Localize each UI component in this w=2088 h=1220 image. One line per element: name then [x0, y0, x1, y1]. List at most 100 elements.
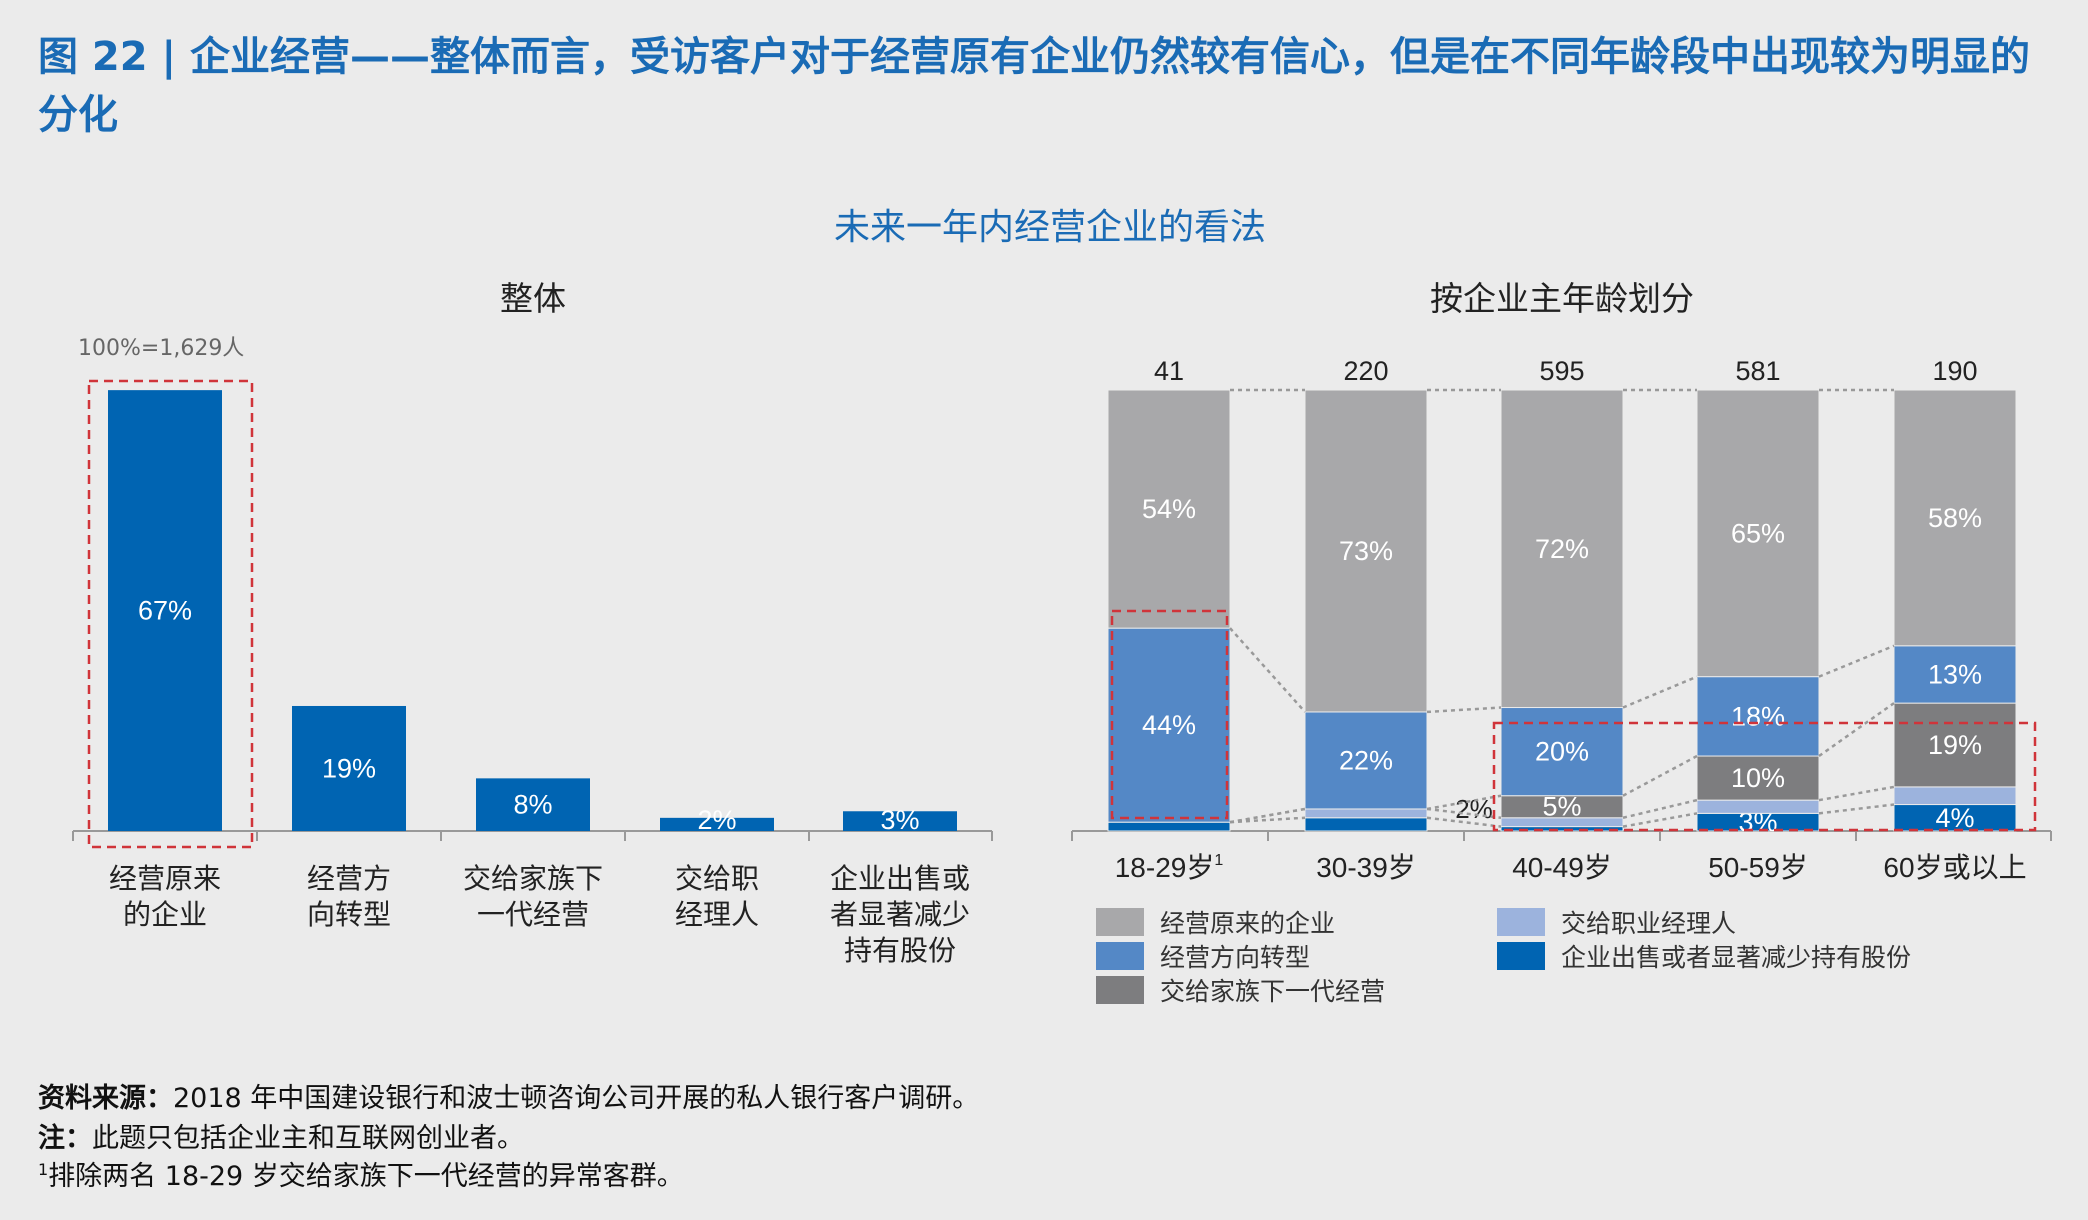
bar-5	[843, 811, 957, 831]
segment-label-outside: 2%	[1455, 794, 1493, 824]
segment-交给职业经理人	[1304, 808, 1428, 819]
segment-企业出售或者显著减少持有股份	[1893, 804, 2017, 832]
segment-label: 18%	[1731, 701, 1785, 731]
segment-label: 5%	[1542, 792, 1581, 822]
connector-line	[1622, 675, 1698, 709]
segment-label: 44%	[1142, 710, 1196, 740]
footnote-text: 排除两名 18-29 岁交给家族下一代经营的异常客群。	[48, 1161, 684, 1192]
segment-label: 20%	[1535, 737, 1589, 767]
category-label: 经营方	[307, 863, 391, 894]
segment-label: 54%	[1142, 494, 1196, 524]
figure-title: 图 22 | 企业经营——整体而言，受访客户对于经营原有企业仍然较有信心，但是在…	[38, 34, 2031, 138]
legend-item: 交给家族下一代经营	[1096, 972, 1385, 1008]
highlight-box-young	[1110, 609, 1229, 820]
category-label: 50-59岁	[1708, 852, 1808, 883]
category-label: 者显著减少	[830, 899, 970, 930]
segment-经营方向转型	[1107, 627, 1231, 823]
connector-line	[1622, 798, 1698, 819]
segment-交给职业经理人	[1696, 799, 1820, 814]
legend-swatch	[1096, 908, 1144, 936]
legend-label: 经营原来的企业	[1160, 909, 1336, 938]
segment-label: 65%	[1731, 518, 1785, 548]
legend-label: 交给家族下一代经营	[1160, 977, 1386, 1006]
segment-label: 19%	[1928, 730, 1982, 760]
legend-label: 交给职业经理人	[1561, 909, 1737, 938]
category-label: 一代经营	[477, 899, 589, 930]
chart-subtitle: 未来一年内经营企业的看法	[833, 207, 1266, 248]
bar-3	[476, 778, 590, 831]
highlight-box-older	[1492, 721, 2037, 832]
note-line: 注：此题只包括企业主和互联网创业者。	[38, 1116, 524, 1155]
segment-交给家族下一代经营	[1893, 702, 2017, 788]
overall-panel-title: 整体	[500, 279, 566, 318]
segment-交给家族下一代经营	[1696, 755, 1820, 801]
segment-label: 73%	[1339, 536, 1393, 566]
category-label: 交给职	[675, 863, 759, 894]
bar-1	[108, 390, 222, 831]
bar-label: 19%	[322, 753, 376, 783]
note-label: 注：	[38, 1123, 92, 1154]
legend-swatch	[1497, 908, 1545, 936]
note-text: 此题只包括企业主和互联网创业者。	[92, 1123, 524, 1154]
segment-经营原来的企业	[1500, 389, 1624, 709]
segment-交给职业经理人	[1893, 786, 2017, 806]
segment-企业出售或者显著减少持有股份	[1107, 821, 1231, 832]
footnote-mark: 1	[1214, 852, 1223, 869]
legend-swatch	[1096, 976, 1144, 1004]
category-label: 企业出售或	[830, 863, 970, 894]
segment-经营方向转型	[1696, 676, 1820, 757]
total-label: 220	[1343, 356, 1388, 386]
legend-label: 经营方向转型	[1160, 943, 1311, 972]
segment-label: 4%	[1935, 803, 1974, 833]
category-label: 经营原来	[109, 863, 221, 894]
total-label: 595	[1539, 356, 1584, 386]
total-label: 581	[1735, 356, 1780, 386]
source-label: 资料来源：	[38, 1083, 173, 1114]
age-panel-title: 按企业主年龄划分	[1430, 279, 1694, 318]
footnote-line: 1排除两名 18-29 岁交给家族下一代经营的异常客群。	[38, 1154, 684, 1193]
segment-label: 13%	[1928, 659, 1982, 689]
segment-企业出售或者显著减少持有股份	[1304, 817, 1428, 832]
segment-label: 22%	[1339, 745, 1393, 775]
bar-label: 8%	[513, 790, 552, 820]
connector-line	[1818, 803, 1895, 815]
segment-经营原来的企业	[1893, 389, 2017, 647]
bar-label: 3%	[880, 805, 919, 835]
segment-label: 10%	[1731, 763, 1785, 793]
segment-label: 72%	[1535, 534, 1589, 564]
overall-total-note: 100%=1,629人	[78, 336, 245, 361]
connector-line	[1818, 702, 1895, 758]
source-text: 2018 年中国建设银行和波士顿咨询公司开展的私人银行客户调研。	[173, 1083, 980, 1114]
category-label: 的企业	[123, 899, 207, 930]
segment-经营原来的企业	[1304, 389, 1428, 713]
legend-label: 企业出售或者显著减少持有股份	[1561, 943, 1912, 972]
segment-经营方向转型	[1304, 711, 1428, 810]
footnote-mark: 1	[38, 1160, 49, 1179]
segment-经营原来的企业	[1696, 389, 1820, 678]
source-line: 资料来源：2018 年中国建设银行和波士顿咨询公司开展的私人银行客户调研。	[38, 1076, 979, 1115]
segment-label: 58%	[1928, 503, 1982, 533]
bar-4	[660, 817, 774, 831]
legend-item: 企业出售或者显著减少持有股份	[1497, 938, 1911, 974]
connector-line	[1818, 785, 1895, 802]
legend-item: 交给职业经理人	[1497, 904, 1736, 940]
bar-2	[292, 705, 406, 831]
connector-line	[1426, 706, 1502, 714]
total-label: 190	[1932, 356, 1977, 386]
legend-swatch	[1096, 942, 1144, 970]
segment-经营原来的企业	[1107, 389, 1231, 629]
total-label: 41	[1154, 356, 1184, 386]
category-label: 60岁或以上	[1883, 852, 2026, 883]
legend-swatch	[1497, 942, 1545, 970]
connector-line	[1229, 807, 1306, 824]
category-label: 18-29岁1	[1115, 852, 1224, 883]
bar-label: 2%	[697, 805, 736, 835]
highlight-box-overall	[87, 379, 254, 849]
connector-line	[1818, 644, 1895, 678]
bar-label: 67%	[138, 596, 192, 626]
category-label: 向转型	[307, 899, 391, 930]
legend-item: 经营原来的企业	[1096, 904, 1335, 940]
connector-line	[1622, 754, 1698, 797]
